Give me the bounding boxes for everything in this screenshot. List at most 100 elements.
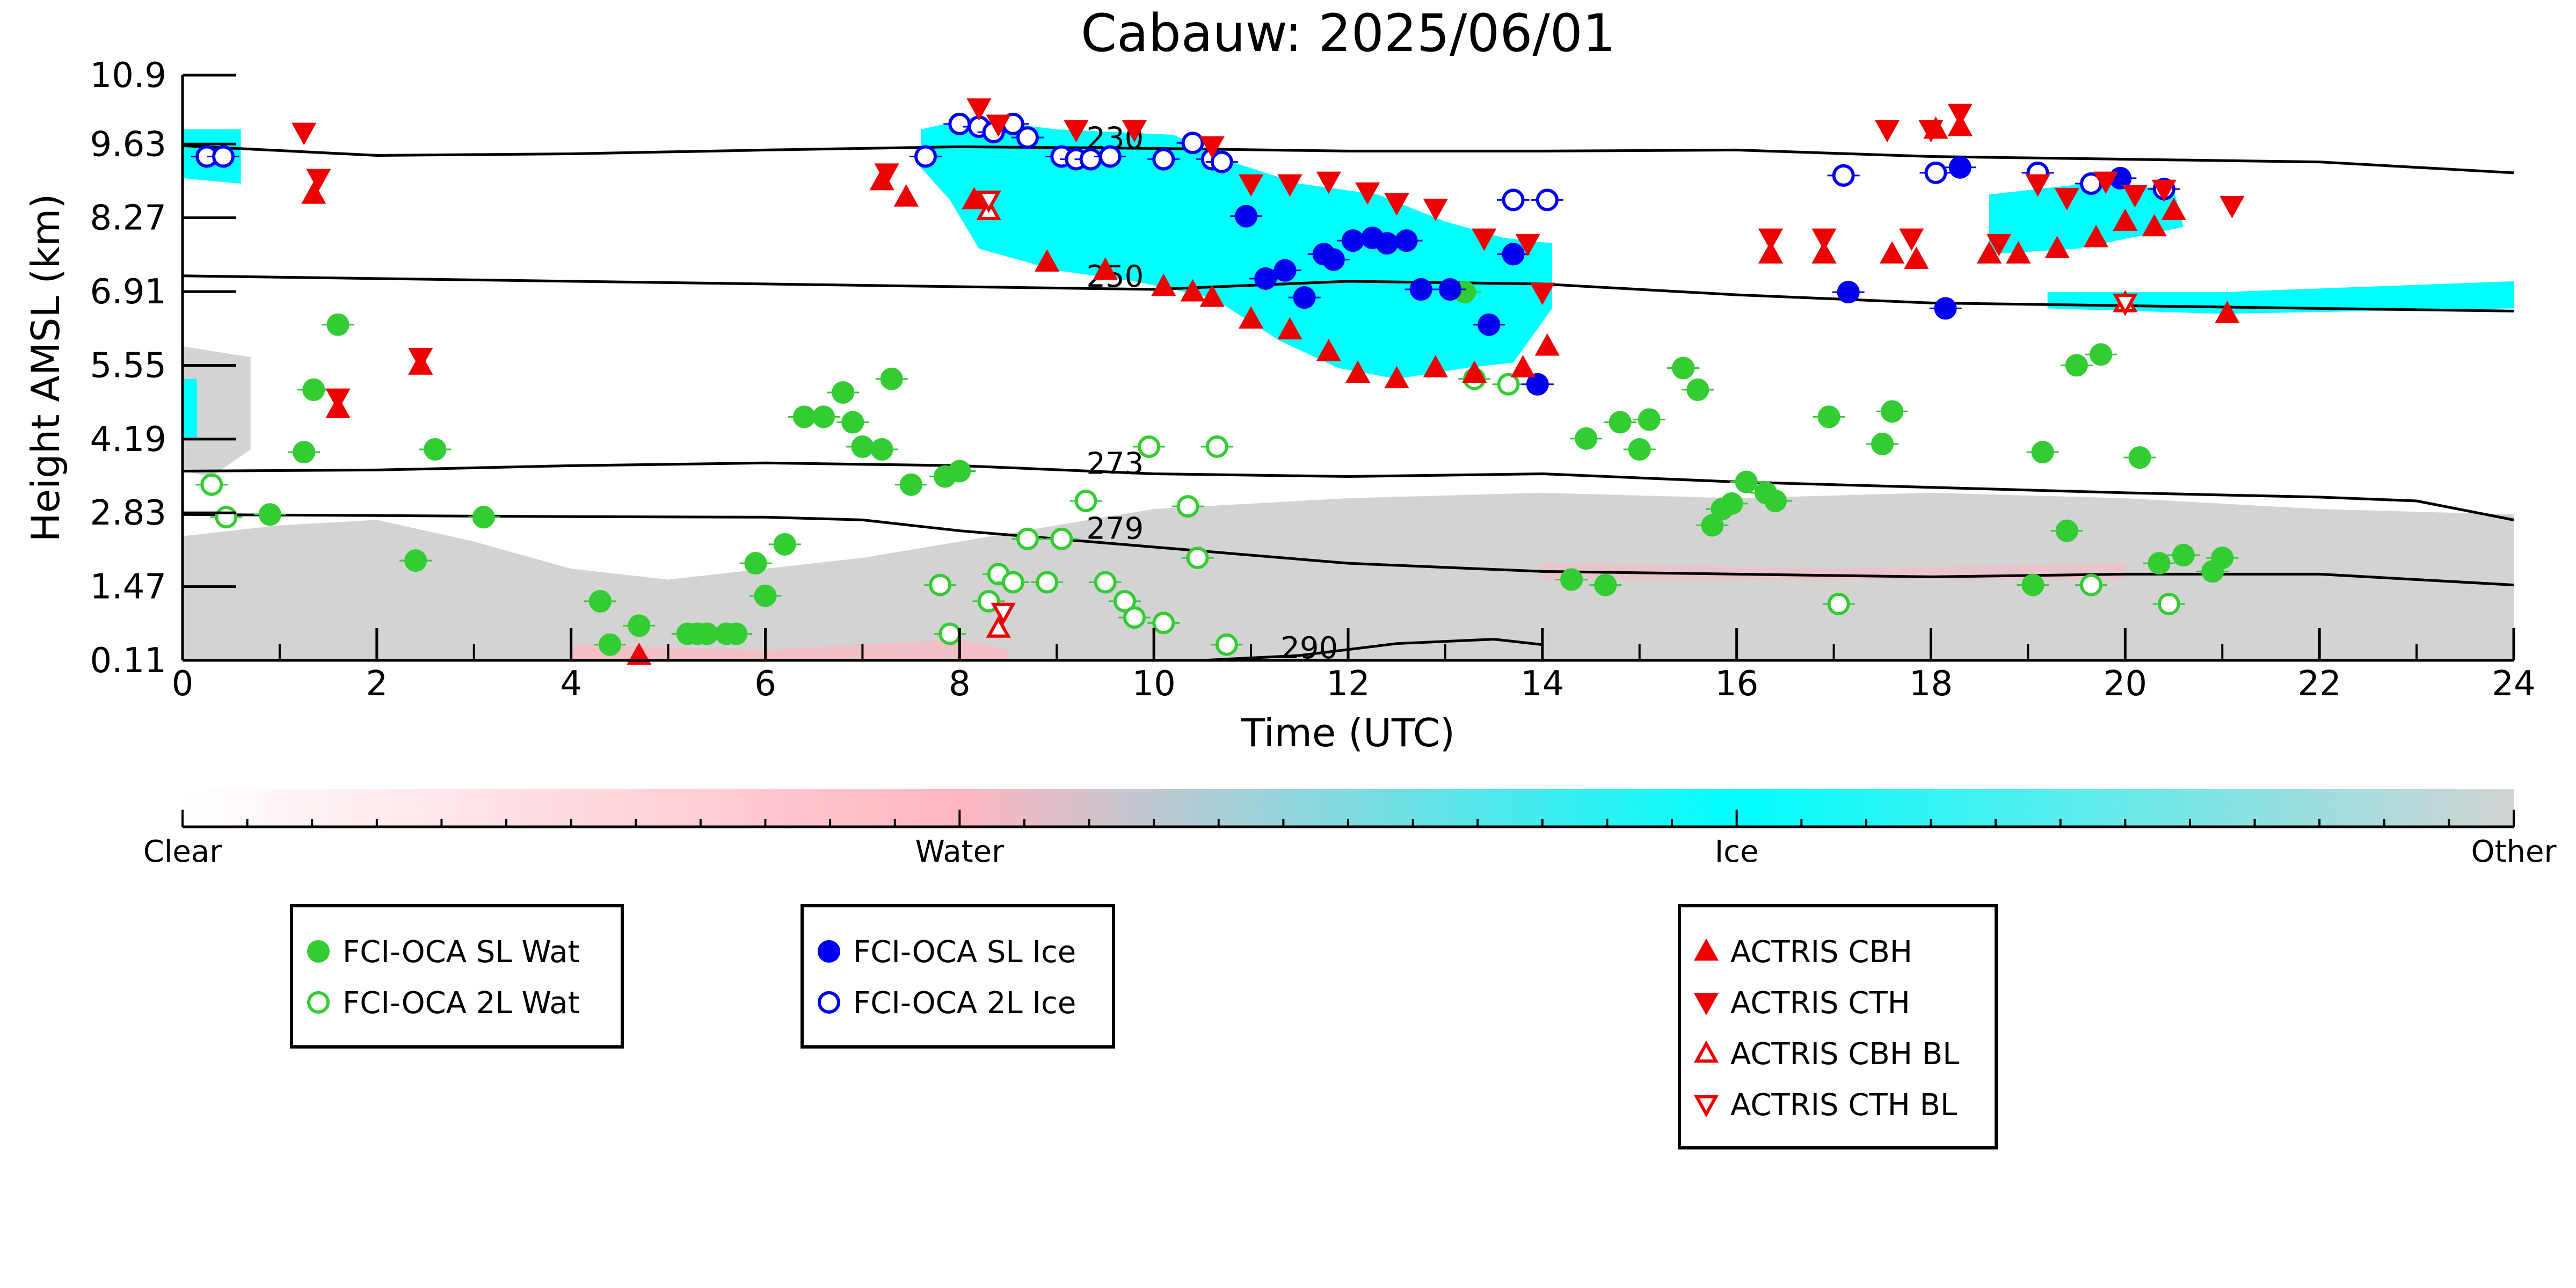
data-point bbox=[1880, 241, 1905, 264]
data-point bbox=[2044, 236, 2070, 258]
data-point bbox=[1001, 571, 1024, 594]
legend-box bbox=[801, 904, 1115, 1049]
series-actris-cth-bl bbox=[976, 190, 2138, 625]
data-point bbox=[1423, 355, 1448, 377]
data-point bbox=[2021, 573, 2044, 596]
data-point bbox=[258, 503, 281, 526]
data-point bbox=[588, 590, 612, 613]
data-point bbox=[1016, 527, 1039, 550]
data-point bbox=[1376, 232, 1399, 255]
data-point bbox=[893, 184, 919, 207]
data-point bbox=[306, 169, 331, 192]
data-point bbox=[1384, 193, 1409, 216]
data-point bbox=[1205, 435, 1228, 458]
data-point bbox=[1526, 373, 1549, 396]
y-tick-label: 6.91 bbox=[90, 272, 167, 312]
isotherm-line bbox=[183, 461, 2514, 521]
data-point bbox=[1758, 241, 1784, 264]
colorbar-label: Ice bbox=[1715, 834, 1759, 869]
data-point bbox=[1472, 228, 1497, 251]
data-point bbox=[326, 313, 350, 336]
data-point bbox=[1720, 492, 1743, 515]
y-tick-label: 4.19 bbox=[90, 420, 167, 460]
x-tick-label: 0 bbox=[172, 664, 194, 704]
data-point bbox=[929, 573, 952, 596]
data-point bbox=[1462, 360, 1487, 383]
data-point bbox=[1050, 527, 1073, 550]
data-point bbox=[1693, 1040, 1719, 1063]
legend-label: FCI-OCA 2L Wat bbox=[343, 986, 580, 1021]
legend-label: ACTRIS CBH bbox=[1730, 935, 1912, 970]
data-point bbox=[212, 145, 235, 168]
y-tick-label: 8.27 bbox=[90, 199, 167, 238]
data-point bbox=[1530, 282, 1555, 305]
legend-label: FCI-OCA SL Ice bbox=[853, 935, 1076, 970]
y-axis-label: Height AMSL (km) bbox=[23, 194, 68, 542]
data-point bbox=[2080, 573, 2103, 596]
data-point bbox=[2006, 241, 2031, 264]
data-point bbox=[1138, 435, 1161, 458]
data-point bbox=[1238, 306, 1264, 329]
data-point bbox=[2025, 174, 2050, 197]
data-point bbox=[1036, 571, 1059, 594]
data-point bbox=[1113, 590, 1136, 613]
data-point bbox=[1899, 228, 1924, 251]
legend-group-2: FCI-OCA SL Ice FCI-OCA 2L Ice bbox=[801, 904, 1115, 1049]
data-point bbox=[1079, 148, 1102, 171]
data-point bbox=[744, 552, 767, 575]
data-point bbox=[1094, 571, 1117, 594]
data-point bbox=[1355, 182, 1380, 205]
data-point bbox=[841, 411, 864, 434]
data-point bbox=[2142, 214, 2167, 237]
data-point bbox=[1817, 405, 1840, 428]
data-point bbox=[1316, 171, 1341, 194]
data-point bbox=[1827, 592, 1850, 615]
isotherm-lines bbox=[183, 144, 2514, 660]
data-point bbox=[812, 405, 835, 428]
colorbar-ticks bbox=[181, 810, 2515, 827]
data-point bbox=[1438, 278, 1461, 301]
data-point bbox=[1609, 411, 1632, 434]
data-point bbox=[1152, 612, 1175, 635]
data-point bbox=[1693, 1095, 1719, 1118]
data-point bbox=[1395, 229, 1418, 252]
data-point bbox=[2128, 446, 2151, 469]
data-point bbox=[1254, 267, 1277, 290]
x-tick-label: 14 bbox=[1520, 664, 1564, 704]
data-point bbox=[1575, 427, 1598, 450]
chart-title: Cabauw: 2025/06/01 bbox=[1081, 3, 1616, 63]
data-point bbox=[1210, 150, 1233, 173]
data-point bbox=[938, 622, 962, 645]
data-point bbox=[2161, 198, 2186, 220]
data-point bbox=[725, 622, 748, 645]
data-point bbox=[1871, 432, 1894, 455]
data-point bbox=[1628, 438, 1651, 461]
data-point bbox=[2211, 547, 2234, 570]
data-point bbox=[302, 378, 325, 401]
data-point bbox=[1122, 120, 1147, 143]
data-point bbox=[818, 991, 840, 1014]
data-point bbox=[599, 633, 622, 656]
data-point bbox=[1918, 120, 1944, 143]
data-point bbox=[408, 347, 433, 370]
data-point bbox=[2122, 185, 2148, 208]
x-tick-label: 4 bbox=[560, 664, 582, 704]
data-point bbox=[1186, 547, 1209, 570]
data-point bbox=[1515, 234, 1540, 257]
legend: FCI-OCA SL Wat FCI-OCA 2L Wat FCI-OCA SL I… bbox=[290, 904, 1998, 1149]
data-point bbox=[292, 122, 317, 145]
colorbar-label: Clear bbox=[143, 834, 222, 869]
data-point bbox=[874, 163, 899, 186]
data-point bbox=[1016, 126, 1039, 149]
x-tick-label: 12 bbox=[1326, 664, 1370, 704]
data-point bbox=[2172, 544, 2195, 567]
data-point bbox=[1277, 317, 1302, 340]
data-point bbox=[2113, 208, 2138, 231]
data-point bbox=[1199, 136, 1225, 159]
data-point bbox=[1180, 279, 1205, 302]
series-actris-cth bbox=[292, 98, 2245, 411]
ice-cloud-main bbox=[920, 118, 1552, 379]
y-ticks: 0.11 1.47 2.83 4.19 5.55 6.91 8.27 9.63 10.9 bbox=[90, 56, 236, 681]
data-point bbox=[1693, 938, 1719, 961]
data-point bbox=[2054, 187, 2079, 210]
